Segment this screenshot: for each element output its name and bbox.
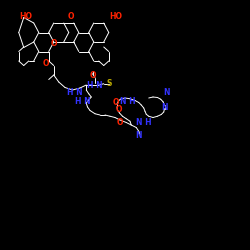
Text: HO: HO bbox=[19, 12, 32, 21]
Text: HO: HO bbox=[109, 12, 122, 21]
Text: O: O bbox=[117, 118, 123, 127]
Text: O: O bbox=[89, 70, 96, 80]
Text: H N: H N bbox=[67, 88, 83, 97]
Text: S: S bbox=[106, 79, 112, 88]
Text: N H: N H bbox=[136, 118, 152, 127]
Text: N: N bbox=[164, 88, 170, 97]
Text: N: N bbox=[162, 103, 168, 112]
Text: O: O bbox=[116, 106, 122, 114]
Text: N H: N H bbox=[120, 97, 135, 106]
Text: H N: H N bbox=[75, 96, 90, 106]
Text: O: O bbox=[113, 98, 119, 107]
Text: N: N bbox=[136, 130, 142, 140]
Text: O: O bbox=[68, 12, 74, 21]
Text: O: O bbox=[50, 39, 57, 48]
Text: H N: H N bbox=[87, 80, 103, 90]
Text: O: O bbox=[43, 59, 50, 68]
